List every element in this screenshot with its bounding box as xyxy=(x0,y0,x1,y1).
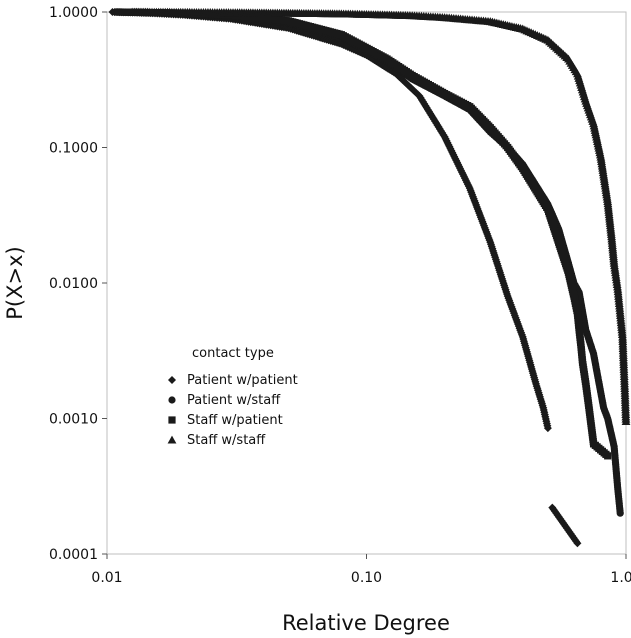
x-tick-label: 1.00 xyxy=(610,570,631,586)
legend-label: Patient w/patient xyxy=(187,373,298,388)
x-tick-label: 0.10 xyxy=(351,570,382,586)
data-point xyxy=(621,417,631,426)
y-tick-label: 0.0001 xyxy=(49,547,98,563)
y-axis: 1.0000 0.1000 0.0100 0.0010 0.0001 xyxy=(49,5,107,563)
legend-marker xyxy=(168,416,176,424)
series-diamond xyxy=(108,8,582,548)
legend-item: Patient w/patient xyxy=(168,373,298,388)
series-triangle xyxy=(127,7,631,426)
legend-title: contact type xyxy=(192,346,274,361)
legend-item: Staff w/staff xyxy=(167,433,266,448)
data-point xyxy=(604,452,612,460)
legend-item: Patient w/staff xyxy=(168,393,281,408)
x-axis: 0.01 0.10 1.00 xyxy=(91,554,631,586)
y-axis-title: P(X>x) xyxy=(3,246,27,319)
data-point xyxy=(573,539,582,548)
legend-marker xyxy=(167,435,177,444)
legend-label: Patient w/staff xyxy=(187,393,281,408)
y-tick-label: 0.0100 xyxy=(49,276,98,292)
data-point xyxy=(543,424,552,433)
legend-label: Staff w/patient xyxy=(187,413,283,428)
y-tick-label: 0.1000 xyxy=(49,141,98,157)
plot-frame xyxy=(106,11,627,555)
legend-marker xyxy=(168,376,176,384)
y-tick-label: 1.0000 xyxy=(49,5,98,21)
legend-item: Staff w/patient xyxy=(168,413,283,428)
y-tick-label: 0.0010 xyxy=(49,412,98,428)
legend-label: Staff w/staff xyxy=(187,433,266,448)
series-layer xyxy=(108,7,631,548)
x-tick-label: 0.01 xyxy=(91,570,122,586)
x-axis-title: Relative Degree xyxy=(282,611,450,635)
series-square xyxy=(114,8,612,460)
legend: contact type Patient w/patient Patient w/… xyxy=(167,346,298,448)
data-point xyxy=(616,509,624,517)
legend-marker xyxy=(168,396,176,404)
